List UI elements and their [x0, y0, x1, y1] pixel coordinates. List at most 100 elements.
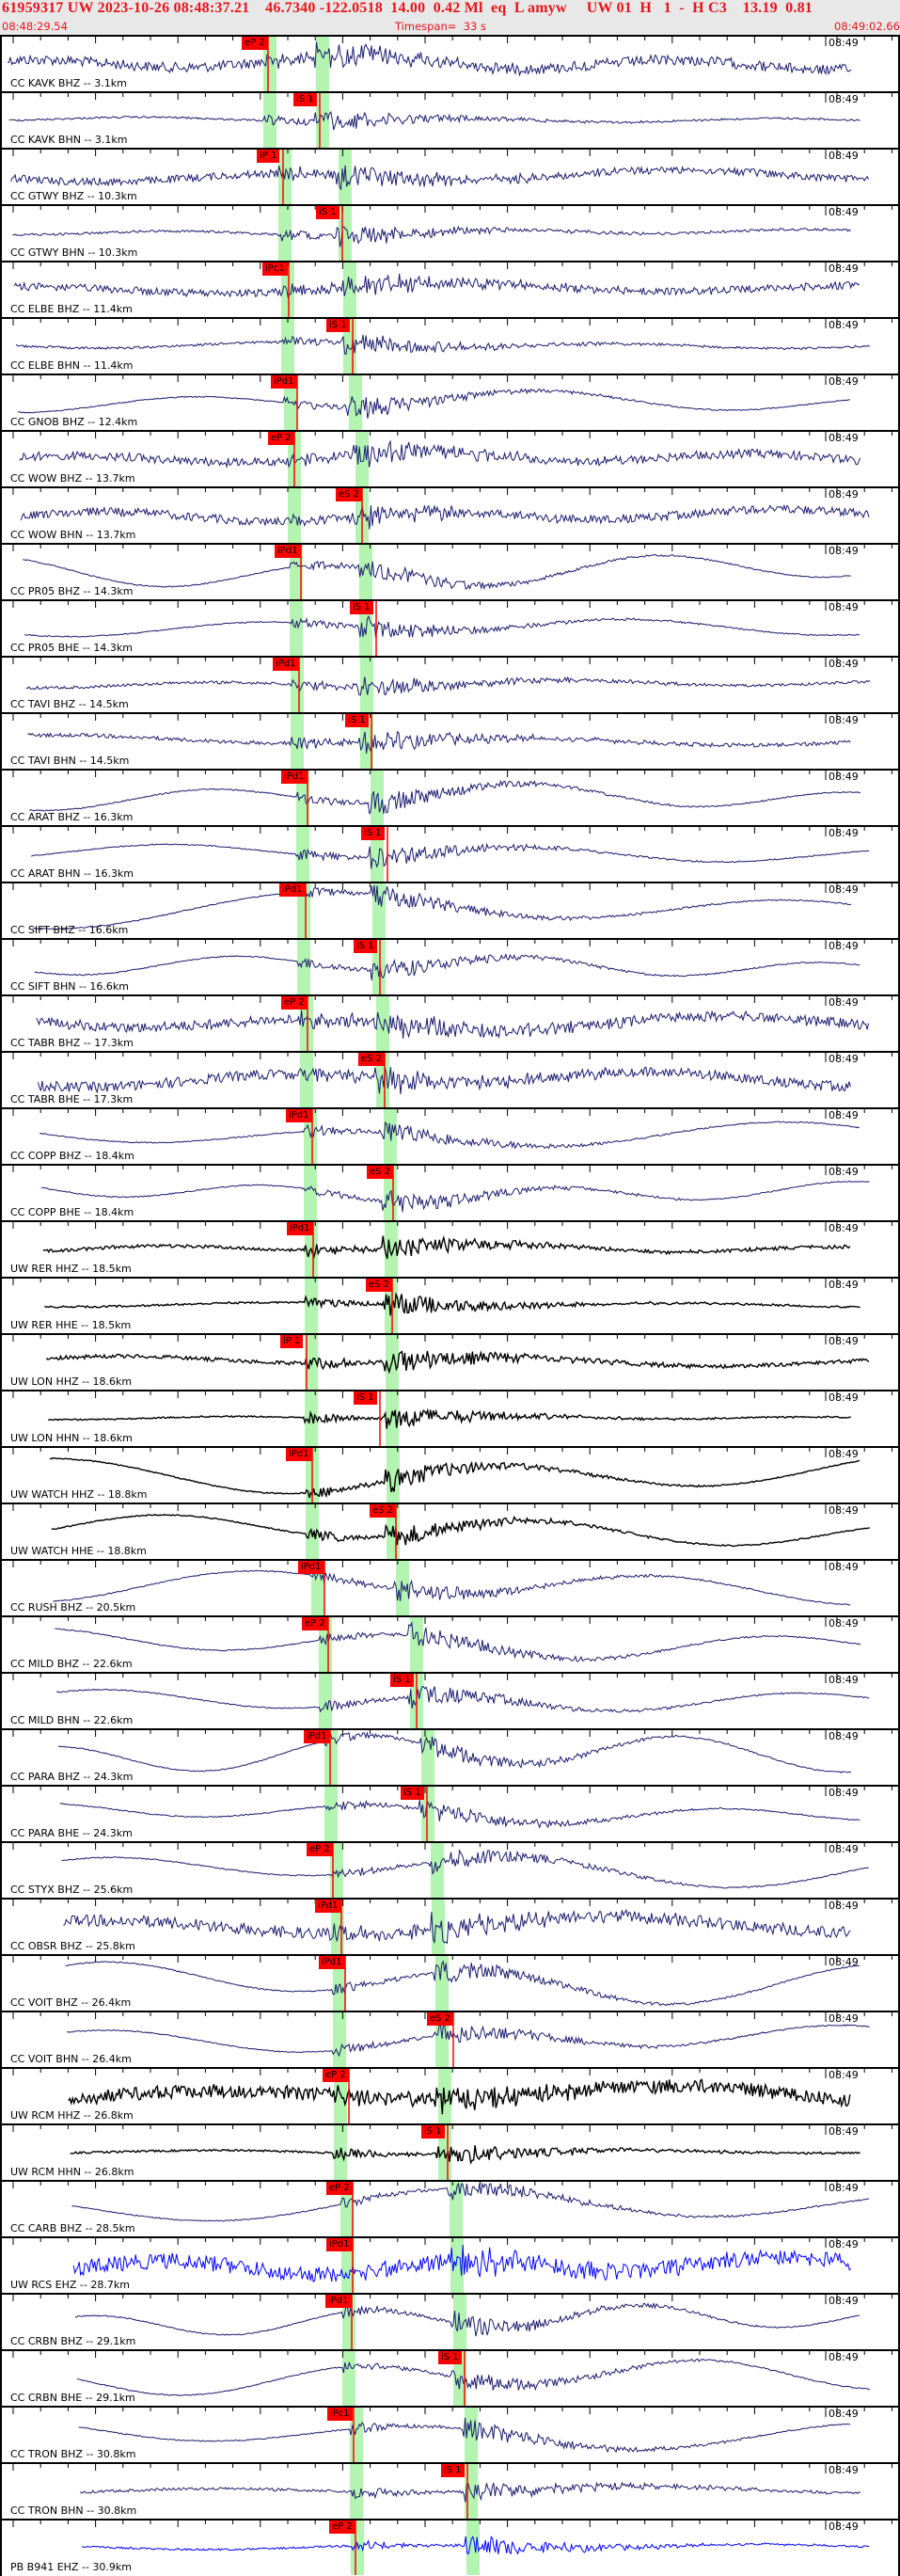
phase-pick-flag[interactable]: iPd1: [287, 1222, 313, 1235]
phase-pick-flag[interactable]: iS 1: [390, 1674, 414, 1687]
trace-row[interactable]: 08:49 CC STYX BHZ -- 25.6km eP 2: [0, 1841, 900, 1898]
trace-row[interactable]: 08:49 CC MILD BHN -- 22.6km iS 1: [0, 1672, 900, 1728]
phase-pick-flag[interactable]: eP 2: [302, 1617, 328, 1630]
trace-row[interactable]: 08:49 CC PARA BHZ -- 24.3km iPd1: [0, 1728, 900, 1785]
trace-row[interactable]: 08:49 UW RCM HHZ -- 26.8km eP 2: [0, 2067, 900, 2123]
phase-pick-flag[interactable]: eP 2: [281, 996, 308, 1010]
s-window-band: [360, 714, 373, 769]
trace-row[interactable]: 08:49 CC TRON BHN -- 30.8km iS 1: [0, 2462, 900, 2519]
trace-row[interactable]: 08:49 CC RUSH BHZ -- 20.5km iPd1: [0, 1559, 900, 1615]
phase-pick-flag[interactable]: eS 2: [427, 2012, 454, 2026]
trace-row[interactable]: 08:49 UW WATCH HHZ -- 18.8km iPd1: [0, 1446, 900, 1503]
phase-pick-flag[interactable]: iS 1: [361, 827, 385, 840]
trace-separator: [0, 1672, 898, 1674]
trace-row[interactable]: 08:49 CC COPP BHE -- 18.4km eS 2: [0, 1164, 900, 1220]
trace-row[interactable]: 08:49 CC TRON BHZ -- 30.8km iPc1: [0, 2406, 900, 2462]
phase-pick-flag[interactable]: iPd1: [286, 1109, 312, 1122]
phase-pick-flag[interactable]: iP 1: [280, 1335, 304, 1348]
trace-row[interactable]: 08:49 CC ARAT BHN -- 16.3km iS 1: [0, 825, 900, 882]
trace-row[interactable]: 08:49 CC KAVK BHN -- 3.1km iS 1: [0, 91, 900, 148]
phase-pick-flag[interactable]: iS 1: [354, 940, 377, 953]
phase-pick-flag[interactable]: eS 2: [367, 1166, 394, 1179]
phase-pick-flag[interactable]: eP 2: [323, 2069, 349, 2082]
trace-separator: [0, 261, 898, 262]
phase-pick-flag[interactable]: eP 2: [242, 37, 268, 50]
trace-row[interactable]: 08:49 CC CARB BHZ -- 28.5km eP 2: [0, 2180, 900, 2236]
trace-row[interactable]: 08:49 CC SIFT BHN -- 16.6km iS 1: [0, 938, 900, 994]
phase-pick-flag[interactable]: iS 1: [421, 2125, 445, 2139]
trace-row[interactable]: 08:49 CC OBSR BHZ -- 25.8km iPd1: [0, 1898, 900, 1954]
phase-pick-flag[interactable]: iS 1: [438, 2351, 462, 2364]
phase-pick-flag[interactable]: eP 2: [326, 2182, 353, 2195]
phase-pick-flag[interactable]: iPd1: [286, 1448, 312, 1461]
trace-row[interactable]: 08:49 CC WOW BHN -- 13.7km eS 2: [0, 486, 900, 543]
trace-row[interactable]: 08:49 CC CRBN BHE -- 29.1km iS 1: [0, 2349, 900, 2406]
phase-pick-flag[interactable]: iS 1: [316, 206, 339, 219]
phase-pick-flag[interactable]: eP 2: [268, 432, 294, 445]
trace-row[interactable]: 08:49 UW RER HHZ -- 18.5km iPd1: [0, 1220, 900, 1277]
trace-row[interactable]: 08:49 CC PR05 BHE -- 14.3km iS 1: [0, 599, 900, 656]
phase-pick-flag[interactable]: eS 2: [370, 1504, 397, 1518]
trace-row[interactable]: 08:49 CC SIFT BHZ -- 16.6km iPd1: [0, 882, 900, 938]
trace-row[interactable]: 08:49 CC PR05 BHZ -- 14.3km iPd1: [0, 543, 900, 599]
trace-row[interactable]: 08:49 PB B941 EHZ -- 30.9km eP 2: [0, 2519, 900, 2575]
trace-row[interactable]: 08:49 CC TABR BHE -- 17.3km eS 2: [0, 1051, 900, 1107]
trace-row[interactable]: 08:49 CC KAVK BHZ -- 3.1km eP 2: [0, 35, 900, 91]
phase-pick-flag[interactable]: iPc1: [262, 262, 288, 276]
trace-separator: [0, 2349, 898, 2351]
trace-row[interactable]: 08:49 CC TABR BHZ -- 17.3km eP 2: [0, 994, 900, 1051]
trace-row[interactable]: 08:49 CC GNOB BHZ -- 12.4km iPd1: [0, 374, 900, 430]
trace-row[interactable]: 08:49 CC TAVI BHN -- 14.5km iS 1: [0, 712, 900, 769]
phase-pick-flag[interactable]: iPd1: [304, 1730, 330, 1743]
phase-pick-flag[interactable]: iPd1: [281, 771, 308, 784]
trace-row[interactable]: 08:49 UW RCM HHN -- 26.8km iS 1: [0, 2123, 900, 2180]
trace-row[interactable]: 08:49 CC MILD BHZ -- 22.6km eP 2: [0, 1615, 900, 1672]
trace-row[interactable]: 08:49 CC COPP BHZ -- 18.4km iPd1: [0, 1107, 900, 1164]
phase-pick-flag[interactable]: iS 1: [293, 93, 317, 106]
phase-pick-flag[interactable]: iS 1: [354, 1391, 377, 1405]
trace-row[interactable]: 08:49 UW RER HHE -- 18.5km eS 2: [0, 1277, 900, 1333]
phase-pick-flag[interactable]: iP 1: [257, 150, 280, 163]
trace-row[interactable]: 08:49 CC WOW BHZ -- 13.7km eP 2: [0, 430, 900, 486]
trace-row[interactable]: 08:49 CC ELBE BHN -- 11.4km iS 1: [0, 317, 900, 374]
station-label: CC PR05 BHZ -- 14.3km: [10, 585, 134, 597]
s-window-band: [453, 2351, 466, 2406]
phase-pick-flag[interactable]: iPd1: [326, 2238, 353, 2251]
trace-row[interactable]: 08:49 UW RCS EHZ -- 28.7km iPd1: [0, 2236, 900, 2293]
phase-pick-flag[interactable]: iS 1: [326, 319, 350, 332]
phase-pick-flag[interactable]: iPd1: [271, 375, 297, 389]
phase-pick-flag[interactable]: iPd1: [325, 2295, 352, 2308]
station-label: CC STYX BHZ -- 25.6km: [10, 1884, 134, 1896]
phase-pick-flag[interactable]: iPd1: [298, 1561, 324, 1574]
trace-row[interactable]: 08:49 CC TAVI BHZ -- 14.5km iPd1: [0, 656, 900, 712]
phase-pick-flag[interactable]: eP 2: [307, 1843, 333, 1856]
trace-row[interactable]: 08:49 CC ARAT BHZ -- 16.3km iPd1: [0, 769, 900, 825]
phase-pick-flag[interactable]: eS 2: [366, 1279, 393, 1292]
s-window-band: [385, 1222, 398, 1277]
phase-pick-flag[interactable]: iPc1: [327, 2408, 353, 2421]
trace-row[interactable]: 08:49 CC GTWY BHN -- 10.3km iS 1: [0, 204, 900, 261]
phase-pick-flag[interactable]: iS 1: [441, 2464, 465, 2477]
phase-pick-flag[interactable]: iS 1: [345, 714, 369, 727]
trace-row[interactable]: 08:49 CC CRBN BHZ -- 29.1km iPd1: [0, 2293, 900, 2349]
phase-pick-flag[interactable]: iPd1: [273, 658, 299, 671]
phase-pick-flag[interactable]: iS 1: [401, 1787, 424, 1800]
trace-row[interactable]: 08:49 UW WATCH HHE -- 18.8km eS 2: [0, 1503, 900, 1559]
phase-pick-flag[interactable]: iPd1: [315, 1900, 341, 1913]
trace-separator: [0, 2011, 898, 2012]
trace-row[interactable]: 08:49 CC ELBE BHZ -- 11.4km iPc1: [0, 261, 900, 317]
phase-pick-flag[interactable]: eS 2: [358, 1053, 386, 1066]
waveform: [12, 2182, 892, 2236]
phase-pick-flag[interactable]: eP 2: [329, 2520, 355, 2534]
phase-pick-flag[interactable]: iPd1: [319, 1956, 345, 1969]
trace-row[interactable]: 08:49 UW LON HHN -- 18.6km iS 1: [0, 1390, 900, 1446]
trace-row[interactable]: 08:49 CC GTWY BHZ -- 10.3km iP 1: [0, 148, 900, 204]
phase-pick-flag[interactable]: iS 1: [350, 601, 373, 614]
phase-pick-flag[interactable]: iPd1: [279, 883, 306, 897]
phase-pick-flag[interactable]: iPd1: [275, 545, 301, 558]
trace-row[interactable]: 08:49 UW LON HHZ -- 18.6km iP 1: [0, 1333, 900, 1390]
phase-pick-flag[interactable]: eS 2: [336, 488, 363, 501]
trace-row[interactable]: 08:49 CC VOIT BHN -- 26.4km eS 2: [0, 2011, 900, 2067]
trace-row[interactable]: 08:49 CC VOIT BHZ -- 26.4km iPd1: [0, 1954, 900, 2011]
trace-row[interactable]: 08:49 CC PARA BHE -- 24.3km iS 1: [0, 1785, 900, 1841]
